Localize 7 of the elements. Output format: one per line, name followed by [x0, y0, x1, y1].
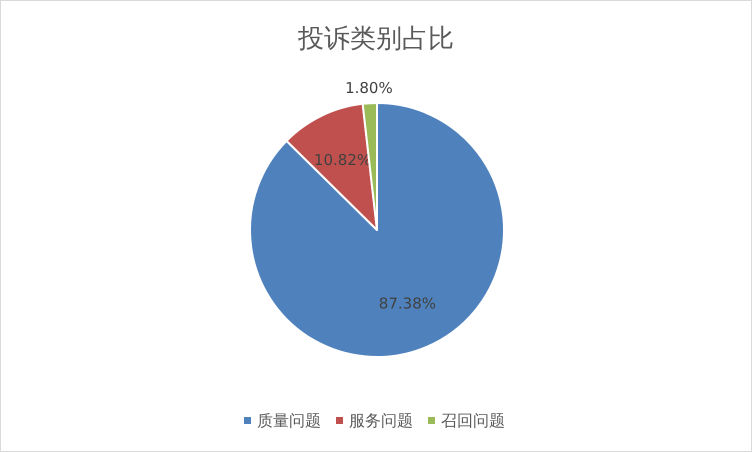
legend-label: 召回问题: [441, 411, 505, 430]
data-label: 87.38%: [378, 294, 436, 313]
chart-title: 投诉类别占比: [297, 24, 454, 54]
legend-label: 质量问题: [257, 411, 321, 430]
pie-slice: [249, 102, 505, 358]
data-label: 1.80%: [345, 79, 393, 98]
legend-label: 服务问题: [349, 411, 413, 430]
